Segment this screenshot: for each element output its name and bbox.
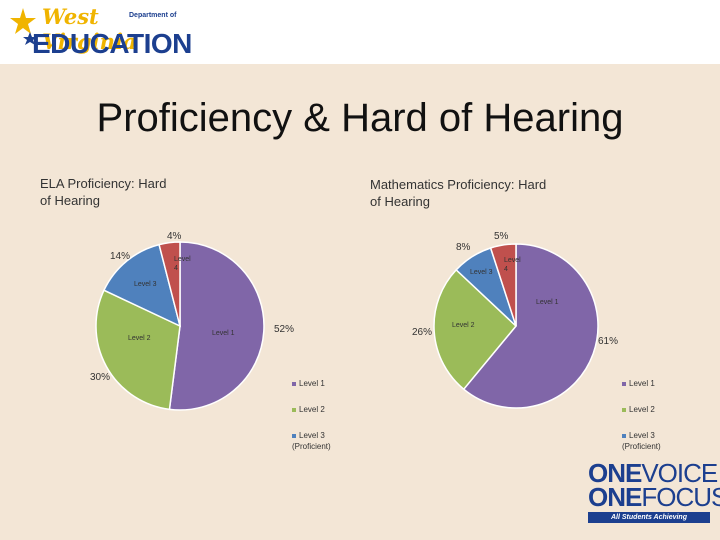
math-legend-swatch-level2 [622, 407, 626, 412]
ela-legend-swatch-level3 [292, 433, 296, 438]
ela-pie-chart [95, 241, 265, 411]
math-legend-level1: Level 1 [622, 378, 655, 389]
math-legend-level3: Level 3 (Proficient) [622, 430, 692, 452]
ela-slice-label-level1: Level 1 [212, 330, 235, 337]
math-chart-title: Mathematics Proficiency: Hard of Hearing [370, 177, 547, 209]
ela-slice-label-level3: Level 3 [134, 281, 157, 288]
ela-pie-slice-level4 [158, 241, 181, 327]
footer-logo-one-1: ONE [588, 458, 642, 488]
ela-legend-level1: Level 1 [292, 378, 325, 389]
math-slice-label-level2: Level 2 [452, 322, 475, 329]
math-legend-swatch-level1 [622, 381, 626, 386]
ela-pct-level2: 30% [90, 372, 111, 383]
ela-legend-label-level1: Level 1 [299, 379, 325, 388]
stars-icon [10, 8, 37, 45]
ela-legend-level3: Level 3 (Proficient) [292, 430, 362, 452]
header-band [0, 0, 720, 64]
math-legend-label-level1: Level 1 [629, 379, 655, 388]
math-legend-swatch-level3 [622, 433, 626, 438]
ela-legend-label-level2: Level 2 [299, 405, 325, 414]
ela-legend-level2: Level 2 [292, 404, 325, 415]
ela-pct-level1: 52% [274, 324, 295, 335]
ela-pie-slice-level2 [95, 289, 181, 411]
wv-education-logo: West Virginia Department of EDUCATION [8, 4, 198, 62]
math-slice-label-level4: Level 4 [504, 257, 521, 273]
logo-dept-text: Department of [129, 12, 177, 19]
ela-pie-slice-level3 [102, 243, 182, 328]
math-pie-slice-level4 [489, 243, 517, 327]
math-legend-label-level3: Level 3 (Proficient) [622, 431, 661, 451]
ela-legend-label-level3: Level 3 (Proficient) [292, 431, 331, 451]
math-pie-slice-level1 [462, 243, 599, 409]
ela-slice-label-level2: Level 2 [128, 335, 151, 342]
ela-slice-label-level4: Level 4 [174, 256, 191, 272]
math-legend-label-level2: Level 2 [629, 405, 655, 414]
footer-logo-one-2: ONE [588, 482, 642, 512]
ela-pct-level3: 14% [110, 251, 131, 262]
ela-pie-slice-level1 [168, 241, 265, 411]
ela-chart-title: ELA Proficiency: Hard of Hearing [40, 176, 167, 208]
math-slice-label-level3: Level 3 [470, 269, 493, 276]
math-legend-level2: Level 2 [622, 404, 655, 415]
footer-logo-line2: ONEFOCUS [588, 484, 720, 510]
math-pct-level4: 5% [494, 231, 509, 242]
math-pct-level3: 8% [456, 242, 471, 253]
ela-legend-swatch-level2 [292, 407, 296, 412]
footer-logo-line1: ONEVOICE [588, 458, 718, 488]
ela-legend-swatch-level1 [292, 381, 296, 386]
math-slice-label-level1: Level 1 [536, 299, 559, 306]
math-pie-chart [433, 243, 599, 409]
math-pct-level2: 26% [412, 327, 433, 338]
footer-logo-focus: FOCUS [641, 482, 720, 512]
logo-state-text: West Virginia [42, 4, 137, 54]
ela-pct-level4: 4% [167, 231, 182, 242]
logo-education-text: EDUCATION [32, 28, 192, 59]
math-pie-slice-level2 [433, 268, 518, 391]
footer-tagline: All Students Achieving [588, 512, 710, 523]
one-voice-one-focus-logo: ONEVOICE ONEFOCUS All Students Achieving [588, 460, 720, 524]
math-pct-level1: 61% [598, 336, 619, 347]
page-title: Proficiency & Hard of Hearing [96, 96, 624, 140]
footer-logo-voice: VOICE [641, 458, 718, 488]
